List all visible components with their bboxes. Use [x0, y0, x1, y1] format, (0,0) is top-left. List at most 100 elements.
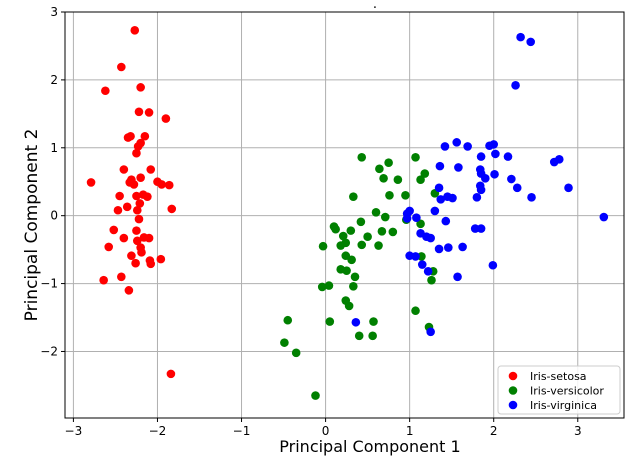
data-point [416, 219, 425, 229]
y-tick-label: 2 [50, 73, 58, 87]
data-point [476, 224, 486, 233]
data-point [380, 212, 390, 222]
data-point [350, 272, 360, 282]
data-point [371, 207, 381, 217]
legend-label: Iris-virginica [530, 399, 597, 412]
data-point [476, 152, 486, 161]
data-point [136, 173, 145, 182]
data-point [423, 267, 433, 276]
data-point [434, 183, 444, 193]
plot-frame [64, 11, 625, 419]
data-point [291, 348, 301, 358]
data-point [527, 193, 536, 202]
data-point [375, 164, 384, 174]
data-point [470, 224, 480, 233]
data-point [146, 165, 156, 174]
x-tick-label: −2 [149, 424, 167, 438]
x-axis-label: Principal Component 1 [279, 437, 460, 456]
legend-marker [508, 400, 518, 410]
data-point [132, 226, 141, 235]
data-point [134, 214, 144, 224]
data-point [453, 272, 462, 282]
data-point [385, 191, 394, 200]
data-point [109, 225, 119, 235]
data-point [134, 107, 144, 117]
data-point [135, 199, 145, 208]
data-point [384, 158, 393, 168]
data-point [161, 114, 171, 123]
x-tick-label: −1 [233, 424, 251, 438]
data-point [417, 252, 426, 261]
grid [65, 11, 624, 418]
data-point [137, 248, 146, 257]
data-point [144, 108, 154, 117]
series-iris-virginica [351, 32, 609, 337]
data-point [393, 175, 403, 184]
data-point [132, 205, 142, 215]
data-point [503, 152, 513, 161]
data-point [143, 192, 152, 201]
data-point [516, 32, 525, 42]
series-iris-versicolor [280, 152, 440, 400]
data-point [344, 301, 354, 311]
data-point [283, 315, 293, 325]
data-point [440, 142, 450, 151]
data-point [368, 331, 377, 341]
data-point [401, 191, 410, 200]
x-tick-label: 1 [406, 424, 414, 438]
data-point [136, 83, 145, 92]
data-point [490, 169, 499, 179]
y-axis-label: Principal Component 2 [22, 129, 42, 322]
data-point [99, 275, 108, 285]
data-point [133, 142, 143, 151]
data-point [454, 163, 463, 172]
data-point [511, 81, 520, 90]
data-point [336, 241, 346, 250]
data-point [402, 214, 412, 223]
data-point [324, 281, 334, 290]
y-axis-ticks: −2 −1 0 1 2 3 [40, 5, 65, 358]
data-point [411, 252, 420, 261]
data-point [125, 178, 135, 187]
x-axis-ticks: −3 −2 −1 0 1 2 3 [65, 418, 582, 438]
data-point [476, 185, 486, 195]
data-point [491, 149, 500, 159]
y-tick-label: −2 [40, 344, 58, 358]
data-point [427, 275, 436, 285]
data-point [458, 242, 467, 252]
data-point [144, 233, 154, 243]
data-point [342, 266, 351, 275]
data-point [379, 174, 388, 183]
data-point [132, 236, 142, 246]
data-point [435, 161, 445, 171]
data-point [369, 317, 378, 326]
data-point [347, 255, 356, 265]
data-point [444, 243, 453, 252]
x-tick-label: 3 [574, 424, 582, 438]
legend-marker [508, 371, 518, 381]
legend-box [497, 365, 621, 415]
data-point [127, 251, 136, 261]
data-point [434, 244, 444, 254]
data-point [311, 391, 320, 400]
data-point [426, 327, 435, 337]
data-point [131, 258, 140, 268]
data-point [354, 331, 364, 341]
data-point [377, 226, 387, 236]
data-point [126, 131, 135, 141]
x-tick-label: 0 [322, 424, 330, 438]
data-points [86, 26, 609, 400]
x-tick-label: −3 [65, 424, 83, 438]
data-point [140, 131, 150, 141]
legend-marker [508, 386, 518, 395]
data-point [86, 178, 96, 187]
data-point [356, 217, 366, 227]
data-point [346, 226, 356, 235]
data-point [441, 216, 451, 226]
data-point [430, 206, 440, 216]
data-point [357, 240, 367, 250]
data-point [117, 62, 126, 72]
data-point [280, 338, 289, 347]
data-point [157, 180, 166, 189]
